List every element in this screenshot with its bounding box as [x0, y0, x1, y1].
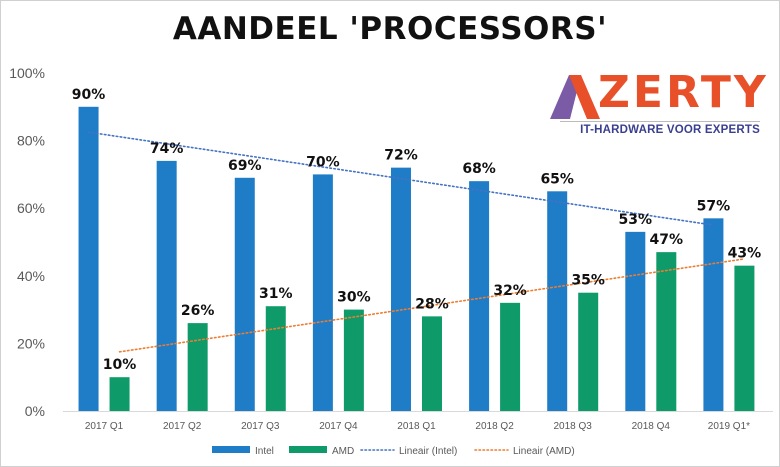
x-tick-label: 2017 Q4 — [319, 421, 358, 432]
amd-data-label: 10% — [103, 357, 137, 373]
bars — [78, 106, 755, 412]
legend-intel-swatch — [212, 446, 250, 453]
amd-data-label: 30% — [337, 290, 371, 306]
y-tick-label: 40% — [17, 268, 45, 284]
y-tick-label: 100% — [9, 65, 45, 81]
axes: 0% 20% 40% 60% 80% 100% 2017 Q1 2017 Q2 2017 Q3 2… — [9, 65, 773, 432]
amd-bar — [343, 309, 364, 411]
intel-bar — [547, 191, 568, 411]
y-tick-label: 80% — [17, 133, 45, 149]
intel-data-label: 72% — [384, 148, 418, 164]
y-tick-label: 20% — [17, 335, 45, 351]
amd-bar — [109, 377, 130, 411]
intel-bar — [703, 218, 724, 411]
intel-trendline — [87, 131, 715, 226]
x-tick-label: 2017 Q3 — [241, 421, 280, 432]
intel-bar — [234, 177, 255, 411]
intel-data-label: 70% — [306, 154, 340, 170]
legend-amd-swatch — [289, 446, 327, 453]
intel-data-label: 74% — [150, 141, 184, 157]
x-tick-label: 2019 Q1* — [708, 421, 750, 432]
legend-intel-label: Intel — [255, 446, 274, 457]
legend: Intel AMD Lineair (Intel) Lineair (AMD) — [212, 446, 575, 457]
intel-data-label: 69% — [228, 158, 262, 174]
amd-bar — [265, 306, 286, 411]
amd-bar — [656, 252, 677, 411]
amd-data-label: 32% — [493, 283, 527, 299]
x-tick-label: 2018 Q3 — [554, 421, 593, 432]
intel-data-label: 68% — [462, 161, 496, 177]
intel-bar — [156, 160, 177, 411]
intel-data-label: 53% — [619, 212, 653, 228]
data-labels: 90% 74% 69% 70% 72% 68% 65% 53% 57% 10% 26% 31% 30% 2… — [72, 87, 761, 373]
amd-data-label: 26% — [181, 303, 215, 319]
intel-bar — [312, 174, 333, 411]
amd-bar — [500, 302, 521, 411]
legend-amd-label: AMD — [332, 446, 354, 457]
amd-data-label: 28% — [415, 296, 449, 312]
intel-data-label: 65% — [540, 171, 574, 187]
legend-lineair-amd-label: Lineair (AMD) — [513, 446, 575, 457]
amd-bar — [734, 265, 755, 411]
logo-tagline: IT-HARDWARE VOOR EXPERTS — [580, 124, 760, 136]
amd-data-label: 35% — [571, 273, 605, 289]
legend-lineair-intel-label: Lineair (Intel) — [399, 446, 457, 457]
amd-bar — [578, 292, 599, 411]
intel-bar — [625, 231, 646, 411]
amd-bar — [421, 316, 442, 411]
logo-wordmark: ZERTY — [598, 67, 769, 118]
x-tick-label: 2017 Q2 — [163, 421, 202, 432]
intel-bar — [469, 181, 490, 411]
intel-data-label: 57% — [697, 198, 731, 214]
azerty-logo: ZERTY IT-HARDWARE VOOR EXPERTS — [550, 67, 766, 153]
logo-divider — [560, 121, 760, 122]
intel-bar — [78, 106, 99, 412]
chart-title: AANDEEL 'PROCESSORS' — [172, 11, 608, 47]
x-tick-label: 2018 Q2 — [475, 421, 514, 432]
amd-bar — [187, 323, 208, 411]
amd-data-label: 47% — [650, 232, 684, 248]
x-tick-label: 2018 Q1 — [397, 421, 436, 432]
logo-a-mark — [550, 75, 600, 119]
intel-bar — [390, 167, 411, 411]
y-tick-label: 60% — [17, 200, 45, 216]
x-tick-label: 2018 Q4 — [632, 421, 671, 432]
amd-trendline — [118, 258, 746, 353]
trendlines — [87, 131, 746, 353]
amd-data-label: 31% — [259, 286, 293, 302]
intel-data-label: 90% — [72, 87, 106, 103]
y-tick-label: 0% — [25, 403, 45, 419]
x-tick-label: 2017 Q1 — [85, 421, 124, 432]
amd-data-label: 43% — [728, 246, 762, 262]
